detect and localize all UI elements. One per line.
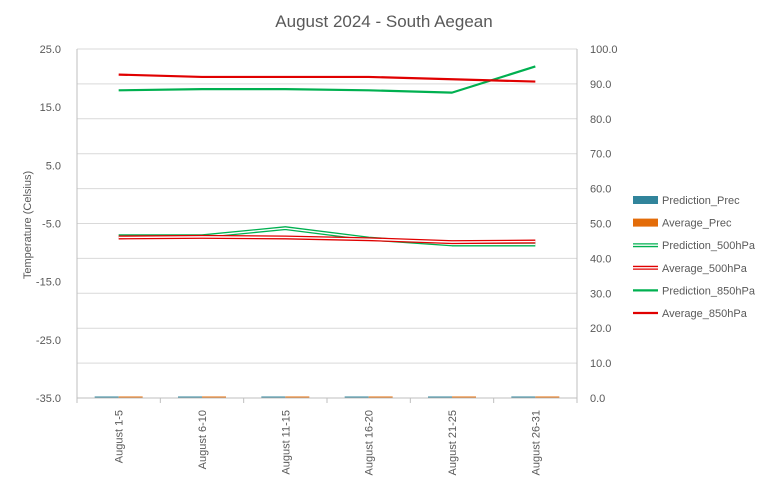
- bar: [511, 396, 536, 398]
- y-tick-label: -5.0: [42, 219, 61, 231]
- legend-label: Average_850hPa: [662, 308, 748, 320]
- y-tick-label: 5.0: [46, 160, 61, 172]
- legend-label: Average_500hPa: [662, 263, 748, 275]
- right-axis-ticks: 100.0 90.0 80.0 70.0 60.0 50.0 40.0 30.0 20.0 10.…: [590, 44, 618, 405]
- x-axis-ticks: August 1-5 August 6-10 August 11-15 August …: [114, 410, 543, 475]
- bar: [368, 396, 393, 398]
- y2-tick-label: 20.0: [590, 323, 611, 335]
- y2-tick-label: 90.0: [590, 79, 611, 91]
- y-tick-label: -35.0: [36, 393, 61, 405]
- legend: Prediction_Prec Average_Prec Prediction_50…: [633, 195, 756, 320]
- legend-swatch: [633, 218, 658, 227]
- series-line-inner: [118, 236, 536, 243]
- y2-tick-label: 100.0: [590, 44, 618, 56]
- y2-tick-label: 0.0: [590, 393, 605, 405]
- bar: [202, 396, 226, 398]
- y2-tick-label: 60.0: [590, 184, 611, 196]
- line-series: [118, 65, 536, 247]
- x-tick-label: August 11-15: [280, 410, 292, 475]
- y2-tick-label: 10.0: [590, 358, 611, 370]
- gridlines: [77, 48, 577, 399]
- bar: [285, 396, 310, 398]
- x-tick-label: August 26-31: [530, 410, 542, 475]
- bar: [428, 396, 452, 398]
- series-line: [118, 65, 536, 94]
- legend-label: Prediction_500hPa: [662, 240, 756, 252]
- axes: [76, 49, 578, 403]
- x-tick-label: August 6-10: [197, 410, 209, 469]
- y-axis-title: Temperature (Celsius): [22, 171, 34, 279]
- bar: [344, 396, 369, 398]
- legend-label: Prediction_850hPa: [662, 285, 756, 297]
- left-axis-ticks: 25.0 15.0 5.0 -5.0 -15.0 -25.0 -35.0: [36, 44, 61, 405]
- y-tick-label: 15.0: [40, 102, 61, 114]
- y2-tick-label: 30.0: [590, 288, 611, 300]
- bar: [452, 396, 476, 398]
- x-tick-label: August 21-25: [447, 410, 459, 475]
- bar: [178, 396, 202, 398]
- y2-tick-label: 70.0: [590, 149, 611, 161]
- chart-title: August 2024 - South Aegean: [275, 12, 492, 31]
- series-line: [118, 73, 536, 83]
- y-tick-label: -25.0: [36, 335, 61, 347]
- y-tick-label: -15.0: [36, 277, 61, 289]
- y2-tick-label: 40.0: [590, 253, 611, 265]
- x-tick-label: August 16-20: [364, 410, 376, 475]
- y-tick-label: 25.0: [40, 44, 61, 56]
- x-tick-label: August 1-5: [114, 410, 126, 463]
- bar: [94, 396, 119, 398]
- legend-swatch: [633, 196, 658, 204]
- y2-tick-label: 80.0: [590, 114, 611, 126]
- bar-series: [94, 396, 560, 398]
- y2-tick-label: 50.0: [590, 219, 611, 231]
- bar: [118, 396, 143, 398]
- legend-label: Average_Prec: [662, 218, 732, 230]
- bar: [535, 396, 560, 398]
- bar: [261, 396, 286, 398]
- legend-label: Prediction_Prec: [662, 195, 740, 207]
